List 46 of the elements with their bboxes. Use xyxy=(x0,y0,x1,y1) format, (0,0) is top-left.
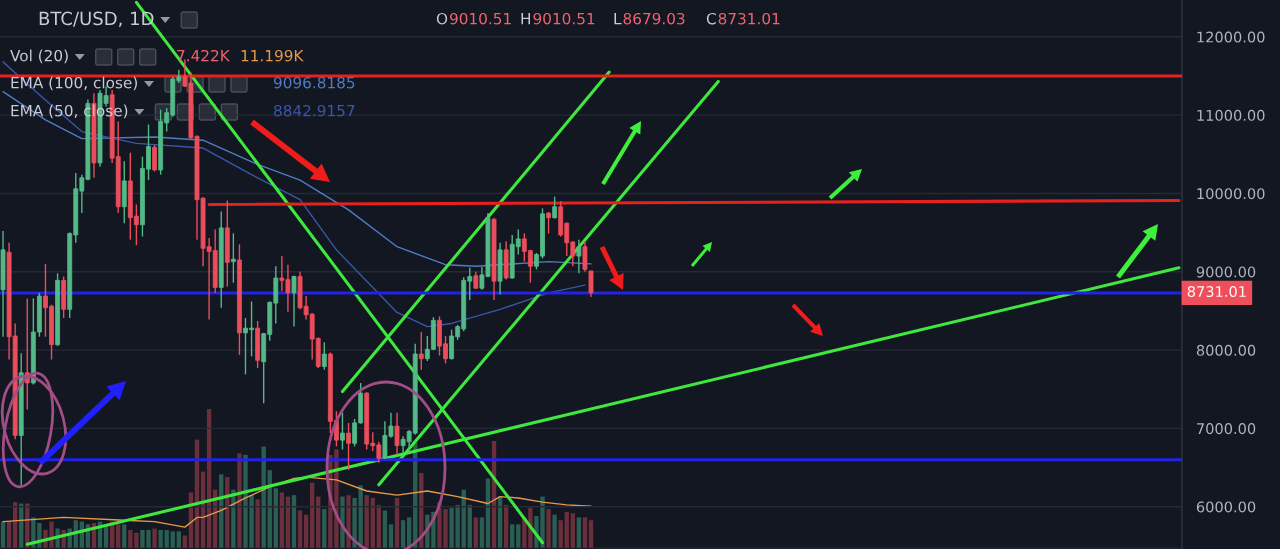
bar xyxy=(552,514,557,548)
candlestick xyxy=(346,422,351,471)
candlestick xyxy=(321,341,327,371)
bar xyxy=(297,510,303,548)
bar xyxy=(261,446,266,548)
candlestick xyxy=(230,232,236,284)
candlestick xyxy=(152,144,157,173)
bar xyxy=(546,509,551,548)
candlestick xyxy=(418,331,424,371)
annotation: C8731.01 xyxy=(706,12,780,25)
annotation: O9010.51 xyxy=(436,12,511,25)
annotation: 9096.8185 xyxy=(273,76,355,89)
candlestick xyxy=(582,240,588,273)
bar xyxy=(255,499,260,548)
candlestick xyxy=(576,238,582,275)
y-tick-label: 9000.00 xyxy=(1196,266,1256,278)
candlestick xyxy=(546,211,551,235)
y-tick-label: 10000.00 xyxy=(1197,188,1265,200)
y-tick-label: 6000.00 xyxy=(1196,501,1256,513)
bar xyxy=(158,529,163,548)
bar xyxy=(346,495,351,548)
annotation: 8842.9157 xyxy=(274,104,355,117)
line-series xyxy=(2,90,592,267)
y-tick-label: 7000.00 xyxy=(1197,423,1256,435)
bar xyxy=(231,489,236,548)
bar xyxy=(479,517,485,548)
bar xyxy=(576,517,582,548)
bar xyxy=(152,528,157,548)
bar xyxy=(582,517,588,548)
bar xyxy=(237,453,242,548)
annotation: 7.422K xyxy=(177,49,231,62)
y-tick-label: 8000.00 xyxy=(1196,344,1256,356)
text: 8731.01 xyxy=(1187,286,1246,298)
chart-title: Vol (20) xyxy=(10,49,68,64)
annotation: H9010.51 xyxy=(521,12,595,25)
y-tick-label: 12000.00 xyxy=(1197,31,1265,43)
candlestick xyxy=(291,274,297,328)
y-tick-label: 11000.00 xyxy=(1197,109,1265,121)
annotation: L8679.03 xyxy=(614,12,685,25)
bar xyxy=(382,510,388,548)
bar xyxy=(473,517,479,548)
candlestick xyxy=(394,412,400,456)
candlestick xyxy=(588,270,594,298)
annotation: 11.199K xyxy=(241,49,304,62)
candlestick xyxy=(552,195,558,220)
candlestick xyxy=(340,412,345,451)
